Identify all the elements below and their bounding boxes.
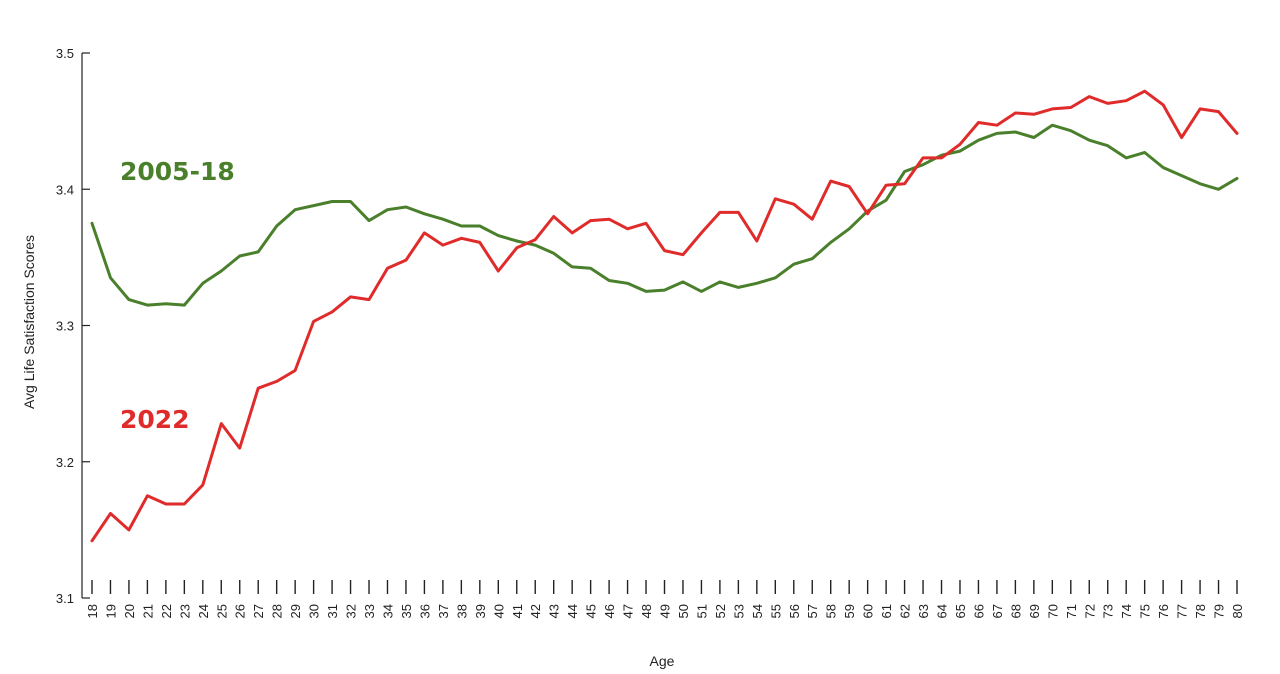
x-tick-label: 80 [1230,604,1245,618]
x-tick-label: 60 [861,604,876,618]
x-tick-label: 19 [103,604,118,618]
x-tick-label: 75 [1138,604,1153,618]
x-tick-label: 30 [307,604,322,618]
x-tick-label: 54 [750,604,765,618]
x-tick-label: 32 [344,604,359,618]
x-tick-label: 55 [768,604,783,618]
x-tick-label: 65 [953,604,968,618]
x-tick-label: 52 [713,604,728,618]
x-tick-label: 78 [1193,604,1208,618]
x-tick-label: 46 [602,604,617,618]
y-tick-label: 3.2 [56,455,74,470]
y-axis-ticks: 3.1 3.2 3.3 3.4 3.5 [56,46,90,606]
x-tick-label: 38 [454,604,469,618]
x-tick-label: 68 [1008,604,1023,618]
y-tick-label: 3.4 [56,182,74,197]
x-tick-label: 39 [473,604,488,618]
x-tick-label: 56 [787,604,802,618]
x-axis-title: Age [650,653,675,669]
x-tick-label: 79 [1212,604,1227,618]
x-tick-label: 71 [1064,604,1079,618]
x-tick-label: 53 [731,604,746,618]
x-tick-label: 31 [325,604,340,618]
x-tick-label: 77 [1175,604,1190,618]
x-tick-label: 73 [1101,604,1116,618]
x-tick-label: 28 [270,604,285,618]
x-tick-label: 50 [676,604,691,618]
x-tick-label: 18 [85,604,100,618]
x-tick-label: 25 [214,604,229,618]
x-tick-label: 40 [491,604,506,618]
x-tick-label: 63 [916,604,931,618]
y-tick-label: 3.1 [56,591,74,606]
x-tick-label: 69 [1027,604,1042,618]
x-tick-label: 47 [621,604,636,618]
x-tick-label: 44 [565,604,580,618]
y-tick-label: 3.5 [56,46,74,61]
x-tick-label: 57 [805,604,820,618]
x-tick-label: 41 [510,604,525,618]
series-label-2005-18: 2005-18 [120,157,235,186]
x-tick-label: 29 [288,604,303,618]
x-tick-label: 66 [971,604,986,618]
x-tick-label: 67 [990,604,1005,618]
x-tick-label: 36 [417,604,432,618]
x-tick-label: 74 [1119,604,1134,618]
y-axis-title: Avg Life Satisfaction Scores [21,235,37,409]
series-line-2005-18 [90,123,1239,307]
x-tick-label: 49 [658,604,673,618]
x-tick-label: 72 [1082,604,1097,618]
x-tick-label: 61 [879,604,894,618]
x-tick-label: 23 [177,604,192,618]
x-tick-label: 58 [824,604,839,618]
x-tick-label: 70 [1045,604,1060,618]
x-tick-label: 20 [122,604,137,618]
x-tick-label: 43 [547,604,562,618]
y-tick-label: 3.3 [56,319,74,334]
x-tick-label: 27 [251,604,266,618]
x-tick-label: 45 [584,604,599,618]
x-tick-label: 34 [380,604,395,618]
x-tick-label: 48 [639,604,654,618]
series-line-2022 [90,89,1239,543]
x-tick-label: 62 [898,604,913,618]
series-label-2022: 2022 [120,405,190,434]
x-tick-label: 21 [140,604,155,618]
x-tick-label: 22 [159,604,174,618]
x-tick-label: 59 [842,604,857,618]
x-tick-label: 26 [233,604,248,618]
x-tick-label: 51 [694,604,709,618]
x-tick-label: 42 [528,604,543,618]
x-tick-label: 35 [399,604,414,618]
series-layer [90,89,1239,543]
x-axis-ticks: 18 19 20 21 22 23 24 25 26 27 28 29 30 31 32 33 34 35 36 37… [85,580,1245,618]
x-tick-label: 33 [362,604,377,618]
x-tick-label: 64 [935,604,950,618]
x-tick-label: 76 [1156,604,1171,618]
x-tick-label: 37 [436,604,451,618]
x-tick-label: 24 [196,604,211,618]
